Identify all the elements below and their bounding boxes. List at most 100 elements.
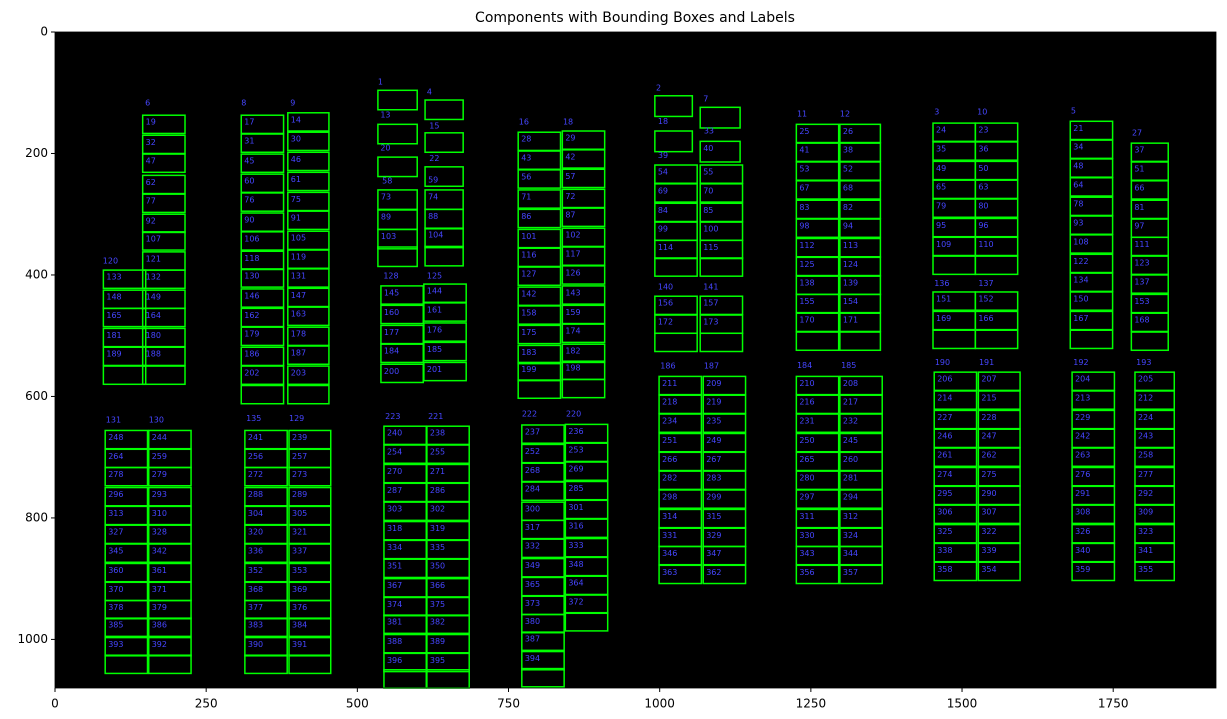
- box-label: 333: [568, 541, 583, 550]
- box-label: 330: [799, 531, 814, 540]
- box-label: 26: [843, 127, 853, 136]
- box-label: 275: [981, 470, 996, 479]
- bounding-box: [377, 123, 418, 145]
- box-label: 269: [568, 465, 583, 474]
- bounding-box: [244, 543, 288, 564]
- box-label: 290: [981, 489, 996, 498]
- box-label: 187: [291, 349, 306, 358]
- box-label: 349: [525, 561, 540, 570]
- bounding-box: [287, 365, 330, 386]
- box-label: 261: [937, 451, 952, 460]
- box-label: 365: [525, 580, 540, 589]
- bounding-box: [561, 168, 606, 189]
- bounding-box: [521, 631, 565, 652]
- bounding-box: [288, 617, 332, 638]
- component-tag: 192: [1073, 358, 1088, 367]
- bounding-box: [974, 141, 1019, 161]
- box-label: 241: [248, 433, 263, 442]
- bounding-box: [702, 413, 747, 434]
- box-label: 369: [292, 585, 307, 594]
- box-label: 239: [292, 433, 307, 442]
- box-label: 52: [843, 164, 853, 173]
- bounding-box: [561, 343, 606, 364]
- box-label: 84: [658, 206, 668, 215]
- box-label: 307: [981, 508, 996, 517]
- box-label: 95: [936, 221, 946, 230]
- box-label: 101: [521, 232, 536, 241]
- box-label: 73: [381, 192, 391, 201]
- bounding-box: [839, 564, 883, 585]
- x-tick-label: 1750: [1098, 697, 1129, 711]
- box-label: 376: [292, 603, 307, 612]
- bounding-box: [426, 501, 470, 522]
- box-label: 71: [521, 192, 531, 201]
- bounding-box: [974, 198, 1019, 219]
- box-label: 168: [1134, 316, 1149, 325]
- box-label: 78: [1073, 200, 1083, 209]
- bounding-box: [104, 617, 149, 638]
- box-label: 340: [1075, 546, 1090, 555]
- bounding-box: [377, 156, 418, 178]
- box-label: 263: [1075, 451, 1090, 460]
- box-label: 366: [430, 581, 445, 590]
- bounding-box: [977, 504, 1021, 525]
- x-tick-label: 500: [346, 697, 369, 711]
- box-label: 271: [430, 467, 445, 476]
- box-label: 46: [291, 155, 301, 164]
- box-label: 121: [146, 254, 161, 263]
- box-label: 103: [381, 232, 396, 241]
- box-label: 146: [244, 291, 259, 300]
- box-label: 215: [981, 393, 996, 402]
- bounding-box: [699, 183, 744, 203]
- bounding-box: [977, 390, 1021, 410]
- box-label: 380: [525, 617, 540, 626]
- bounding-box: [933, 390, 978, 410]
- bounding-box: [974, 255, 1019, 276]
- x-tick-label: 750: [497, 697, 520, 711]
- bounding-box: [240, 365, 285, 386]
- box-label: 116: [521, 251, 536, 260]
- box-label: 350: [430, 562, 445, 571]
- box-label: 282: [662, 474, 677, 483]
- box-label: 331: [662, 531, 677, 540]
- box-label: 355: [1138, 565, 1153, 574]
- bounding-box: [561, 378, 606, 399]
- bounding-box: [287, 384, 330, 405]
- box-label: 325: [937, 527, 952, 536]
- box-label: 47: [146, 157, 156, 166]
- box-label: 284: [525, 485, 540, 494]
- bounding-box: [377, 89, 418, 111]
- bounding-box: [517, 324, 562, 345]
- box-label: 364: [568, 579, 583, 588]
- box-label: 45: [244, 157, 254, 166]
- bounding-box: [933, 447, 978, 468]
- box-label: 153: [1134, 297, 1149, 306]
- image-area: [55, 32, 1216, 688]
- box-label: 49: [936, 164, 946, 173]
- bounding-box: [287, 210, 330, 231]
- bounding-box: [141, 114, 186, 135]
- box-label: 127: [521, 270, 536, 279]
- box-label: 139: [843, 279, 858, 288]
- bounding-box: [1130, 274, 1169, 294]
- box-label: 67: [799, 183, 809, 192]
- bounding-box: [426, 652, 470, 673]
- box-label: 237: [525, 427, 540, 436]
- box-label: 279: [152, 470, 167, 479]
- box-label: 174: [565, 327, 580, 336]
- bounding-box: [423, 302, 467, 322]
- box-label: 132: [146, 273, 161, 282]
- bounding-box: [1069, 177, 1114, 197]
- box-label: 316: [568, 522, 583, 531]
- box-label: 391: [292, 640, 307, 649]
- box-label: 88: [428, 212, 438, 221]
- box-label: 87: [565, 211, 575, 220]
- bounding-box: [288, 654, 332, 675]
- box-label: 82: [843, 203, 853, 212]
- box-label: 155: [799, 297, 814, 306]
- box-label: 115: [703, 243, 718, 252]
- bounding-box: [521, 424, 565, 444]
- box-label: 346: [662, 549, 677, 558]
- bounding-box: [795, 564, 840, 585]
